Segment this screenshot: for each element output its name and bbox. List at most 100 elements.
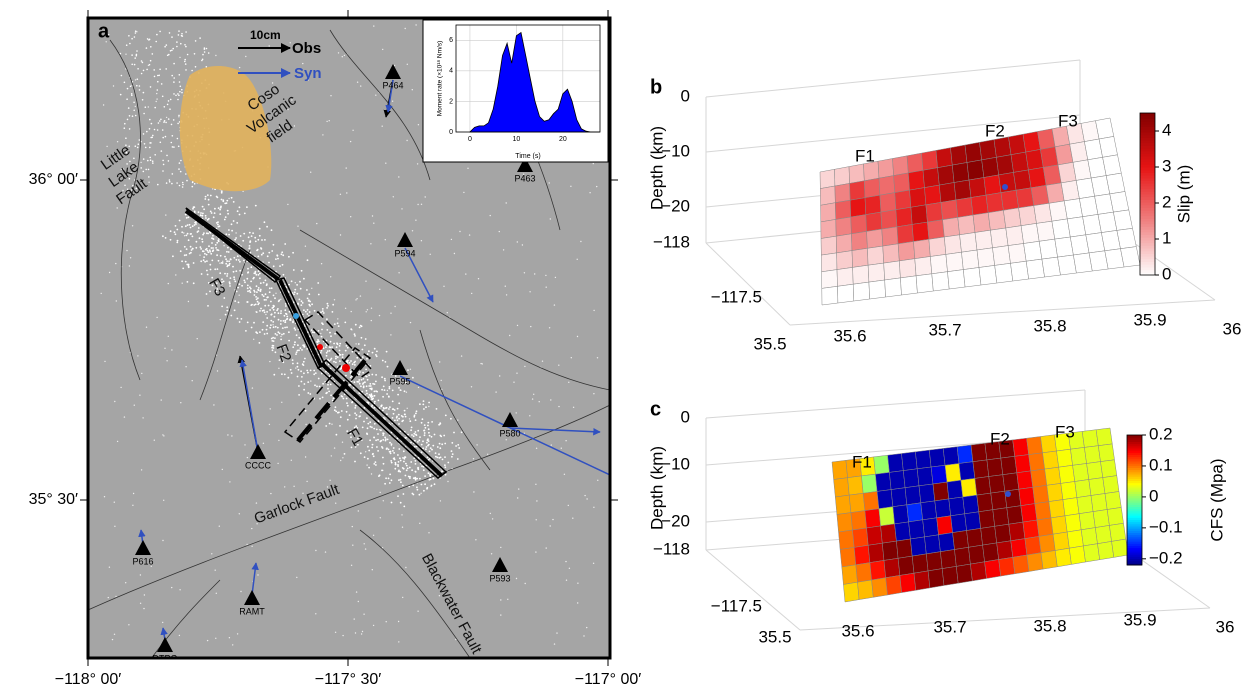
fault-patch <box>929 448 946 468</box>
seismic-event <box>306 369 309 372</box>
seismic-event <box>340 395 343 397</box>
seismic-event <box>500 614 502 616</box>
seismic-event <box>292 251 294 254</box>
seismic-event <box>359 295 362 297</box>
seismic-event <box>509 334 511 337</box>
fault-patch <box>1106 507 1124 526</box>
seismic-event <box>294 329 297 331</box>
fault-patch <box>878 175 896 196</box>
seismic-event <box>239 235 242 237</box>
seismic-event <box>342 457 344 459</box>
seismic-event <box>217 221 219 224</box>
colorbar-swatch <box>1140 229 1155 233</box>
fault-patch <box>836 267 854 287</box>
seismic-event <box>385 477 387 480</box>
seismic-event <box>209 194 212 197</box>
seismic-event <box>183 232 185 234</box>
seismic-event <box>274 333 277 335</box>
station-marker <box>157 637 173 652</box>
seismic-event <box>382 500 384 502</box>
colorbar-swatch <box>1127 491 1142 494</box>
seismic-event <box>337 411 339 414</box>
seismic-event <box>309 393 312 395</box>
seismic-event <box>405 566 407 569</box>
seismic-event <box>297 344 299 347</box>
seismic-event <box>379 491 381 494</box>
seismic-event <box>141 61 144 64</box>
seismic-event <box>257 289 260 292</box>
seismic-event <box>250 235 253 238</box>
fault-patch <box>992 245 1011 266</box>
seismic-event <box>276 334 278 336</box>
seismic-event <box>180 42 182 45</box>
seismic-event <box>181 32 183 35</box>
seismic-event <box>247 271 249 274</box>
seismic-event <box>423 489 425 492</box>
seismic-event <box>150 565 152 567</box>
z-tick-label: −10 <box>661 141 690 160</box>
seismic-event <box>226 275 229 277</box>
seismic-event <box>403 457 406 460</box>
seismic-event <box>328 346 331 348</box>
fault-patch <box>970 194 989 216</box>
seismic-event <box>361 439 363 441</box>
seismic-event <box>406 63 408 65</box>
seismic-event <box>189 233 192 235</box>
fault-patch <box>1070 447 1087 466</box>
seismic-event <box>277 462 279 465</box>
colorbar-swatch <box>1127 500 1142 503</box>
seismic-event <box>238 294 240 296</box>
seismic-event <box>194 40 197 42</box>
seismic-event <box>328 375 331 378</box>
seismic-event <box>303 277 305 280</box>
seismic-event <box>353 618 355 620</box>
seismic-event <box>191 380 193 382</box>
seismic-event <box>262 321 265 323</box>
seismic-event <box>239 260 241 263</box>
seismic-event <box>238 283 241 285</box>
seismic-event <box>278 299 281 302</box>
fault-patch <box>916 466 934 487</box>
seismic-event <box>170 141 173 144</box>
seismic-event <box>326 329 329 331</box>
seismic-event <box>184 260 187 263</box>
seismic-event <box>186 281 189 283</box>
seismic-event <box>142 69 145 72</box>
seismic-event <box>548 182 550 184</box>
seismic-event <box>375 439 377 442</box>
seismic-event <box>377 438 379 441</box>
seismic-event <box>326 302 329 305</box>
seismic-event <box>192 206 195 209</box>
seismic-event <box>131 63 133 66</box>
seismic-event <box>422 469 425 472</box>
seismic-event <box>215 247 218 249</box>
seismic-event <box>349 140 352 143</box>
seismic-event <box>459 230 461 233</box>
seismic-event <box>123 127 126 129</box>
seismic-event <box>144 146 147 149</box>
fault-patch <box>1013 169 1032 191</box>
fault-patch <box>1095 117 1115 140</box>
colorbar-swatch <box>1140 153 1155 157</box>
seismic-event <box>378 429 381 431</box>
colorbar-swatch <box>1140 115 1155 119</box>
seismic-event <box>181 181 184 184</box>
seismic-event <box>233 278 236 281</box>
fault-patch <box>819 169 836 189</box>
seismic-event <box>570 357 572 359</box>
seismic-event <box>545 274 547 277</box>
seismic-event <box>208 249 211 252</box>
seismic-event <box>302 62 304 65</box>
seismic-event <box>281 401 283 403</box>
x-tick-label: 35.8 <box>1033 316 1066 335</box>
seismic-event <box>403 505 406 508</box>
fault-patch <box>982 542 999 563</box>
seismic-event <box>281 263 284 266</box>
seismic-event <box>227 246 229 249</box>
seismic-event <box>300 380 303 383</box>
seismic-event <box>321 396 324 399</box>
fault-patch <box>839 547 857 568</box>
seismic-event <box>373 436 375 439</box>
seismic-event <box>535 447 538 449</box>
seismic-event <box>371 426 373 429</box>
